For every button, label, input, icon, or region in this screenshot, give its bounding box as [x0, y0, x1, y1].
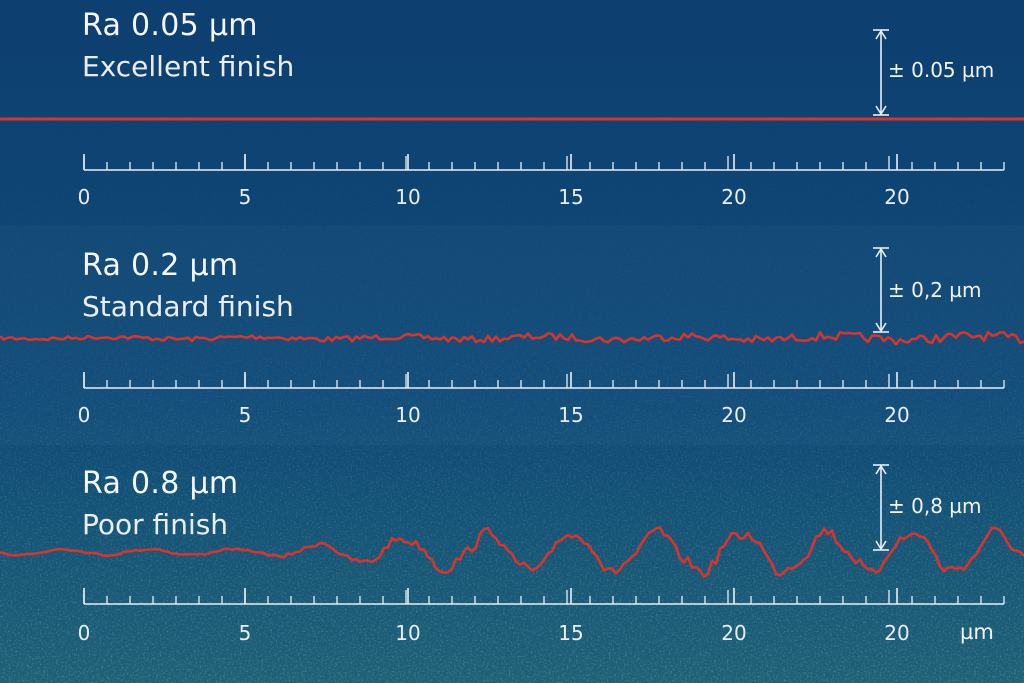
panel-standard: Ra 0.2 µm Standard finish ± 0,2 µm [0, 226, 1024, 446]
scale-tick-label: 20 [721, 621, 746, 645]
panel-title: Ra 0.2 µm [82, 248, 239, 283]
surface-profile-line [0, 330, 1024, 346]
arrow-down-icon [875, 105, 887, 116]
panel-title: Ra 0.8 µm [82, 466, 239, 501]
tolerance-label: ± 0.05 µm [888, 58, 995, 82]
arrow-up-icon [875, 464, 887, 475]
scale-tick-label: 10 [395, 403, 420, 427]
scale-tick-label: 0 [78, 621, 91, 645]
scale-tick-label: 15 [558, 403, 583, 427]
scale-tick-label: 15 [558, 185, 583, 209]
panel-subtitle: Standard finish [82, 290, 294, 323]
scale-tick-label: 0 [78, 185, 91, 209]
scale-tick-label: 20 [721, 403, 746, 427]
panel-poor: Ra 0.8 µm Poor finish ± 0,8 µm [0, 446, 1024, 666]
surface-profile-line [0, 526, 1024, 578]
scale-tick-label: 20 [884, 403, 909, 427]
arrow-up-icon [875, 29, 887, 40]
arrow-up-icon [875, 247, 887, 258]
scale-tick-label: 5 [239, 403, 252, 427]
scale-tick-label: 10 [395, 185, 420, 209]
tolerance-label: ± 0,8 µm [888, 494, 982, 518]
scale-tick-label: 10 [395, 621, 420, 645]
scale-tick-label: 5 [239, 621, 252, 645]
scale-tick-label: 20 [721, 185, 746, 209]
scale-tick-label: 20 [884, 185, 909, 209]
scale-tick-label: 5 [239, 185, 252, 209]
scale-tick-label: 15 [558, 621, 583, 645]
scale-tick-label: 0 [78, 403, 91, 427]
arrow-down-icon [875, 322, 887, 333]
panel-subtitle: Excellent finish [82, 50, 295, 83]
panel-excellent: Ra 0.05 µm Excellent finish ± 0.05 µm [0, 0, 1024, 220]
tolerance-label: ± 0,2 µm [888, 278, 982, 302]
panel-title: Ra 0.05 µm [82, 8, 258, 43]
arrow-down-icon [875, 540, 887, 551]
scale-tick-label: 20 [884, 621, 909, 645]
unit-label: µm [960, 620, 994, 644]
panel-subtitle: Poor finish [82, 508, 229, 541]
